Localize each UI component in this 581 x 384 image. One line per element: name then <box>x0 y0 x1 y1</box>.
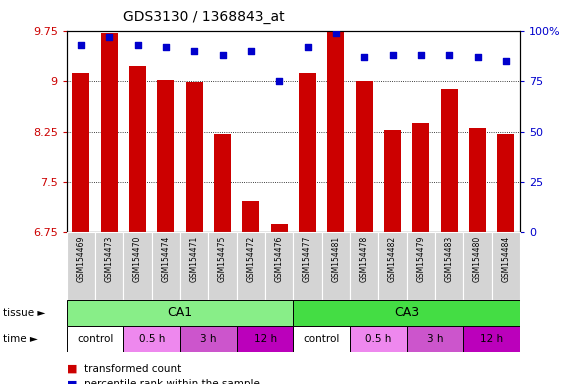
Bar <box>242 201 259 232</box>
Text: GSM154474: GSM154474 <box>162 236 170 282</box>
Point <box>218 52 227 58</box>
Point <box>444 52 454 58</box>
Text: GSM154470: GSM154470 <box>133 236 142 282</box>
Text: 12 h: 12 h <box>253 334 277 344</box>
Text: CA3: CA3 <box>394 306 419 319</box>
Bar <box>180 232 209 300</box>
Point <box>360 54 369 60</box>
Bar <box>407 232 435 300</box>
Bar <box>464 232 492 300</box>
Point <box>416 52 425 58</box>
Text: GDS3130 / 1368843_at: GDS3130 / 1368843_at <box>123 10 284 23</box>
Text: time ►: time ► <box>3 334 38 344</box>
Bar <box>67 326 124 352</box>
Bar <box>214 134 231 232</box>
Bar <box>237 326 293 352</box>
Point <box>246 48 256 54</box>
Text: transformed count: transformed count <box>84 364 181 374</box>
Point <box>331 30 340 36</box>
Text: GSM154482: GSM154482 <box>388 236 397 282</box>
Bar <box>293 300 520 326</box>
Text: control: control <box>77 334 113 344</box>
Text: percentile rank within the sample: percentile rank within the sample <box>84 379 260 384</box>
Text: 3 h: 3 h <box>200 334 217 344</box>
Bar <box>180 326 237 352</box>
Bar <box>95 232 123 300</box>
Bar <box>322 232 350 300</box>
Text: CA1: CA1 <box>167 306 193 319</box>
Bar <box>440 89 458 232</box>
Bar <box>265 232 293 300</box>
Bar <box>271 223 288 232</box>
Text: 0.5 h: 0.5 h <box>365 334 392 344</box>
Point <box>76 42 85 48</box>
Bar <box>123 232 152 300</box>
Bar <box>464 326 520 352</box>
Bar <box>497 134 514 232</box>
Bar <box>356 81 373 232</box>
Text: GSM154475: GSM154475 <box>218 236 227 282</box>
Bar <box>101 33 118 232</box>
Bar <box>384 129 401 232</box>
Text: 0.5 h: 0.5 h <box>139 334 165 344</box>
Point <box>303 44 312 50</box>
Bar <box>350 326 407 352</box>
Bar <box>435 232 464 300</box>
Point <box>388 52 397 58</box>
Text: GSM154481: GSM154481 <box>331 236 340 282</box>
Bar <box>407 326 464 352</box>
Bar <box>492 232 520 300</box>
Bar <box>157 80 174 232</box>
Text: GSM154478: GSM154478 <box>360 236 369 282</box>
Bar <box>413 123 429 232</box>
Bar <box>293 232 322 300</box>
Point <box>162 44 171 50</box>
Bar <box>186 83 203 232</box>
Point <box>473 54 482 60</box>
Text: GSM154469: GSM154469 <box>77 236 85 282</box>
Bar <box>299 73 316 232</box>
Text: GSM154472: GSM154472 <box>246 236 256 282</box>
Point <box>501 58 511 64</box>
Text: GSM154479: GSM154479 <box>417 236 425 282</box>
Bar <box>124 326 180 352</box>
Text: GSM154480: GSM154480 <box>473 236 482 282</box>
Text: ■: ■ <box>67 364 77 374</box>
Point <box>189 48 199 54</box>
Point <box>105 34 114 40</box>
Bar <box>129 66 146 232</box>
Text: tissue ►: tissue ► <box>3 308 45 318</box>
Bar <box>350 232 378 300</box>
Bar <box>209 232 237 300</box>
Text: ■: ■ <box>67 379 77 384</box>
Point <box>275 78 284 84</box>
Bar <box>237 232 265 300</box>
Text: GSM154473: GSM154473 <box>105 236 114 282</box>
Bar <box>73 73 89 232</box>
Text: 12 h: 12 h <box>480 334 503 344</box>
Bar <box>152 232 180 300</box>
Bar <box>328 29 345 232</box>
Text: GSM154484: GSM154484 <box>501 236 510 282</box>
Text: GSM154483: GSM154483 <box>444 236 454 282</box>
Bar <box>378 232 407 300</box>
Bar <box>67 232 95 300</box>
Text: 3 h: 3 h <box>427 334 443 344</box>
Point <box>133 42 142 48</box>
Text: GSM154477: GSM154477 <box>303 236 312 282</box>
Text: control: control <box>303 334 340 344</box>
Bar <box>293 326 350 352</box>
Bar <box>469 128 486 232</box>
Bar <box>67 300 293 326</box>
Text: GSM154476: GSM154476 <box>275 236 284 282</box>
Text: GSM154471: GSM154471 <box>190 236 199 282</box>
